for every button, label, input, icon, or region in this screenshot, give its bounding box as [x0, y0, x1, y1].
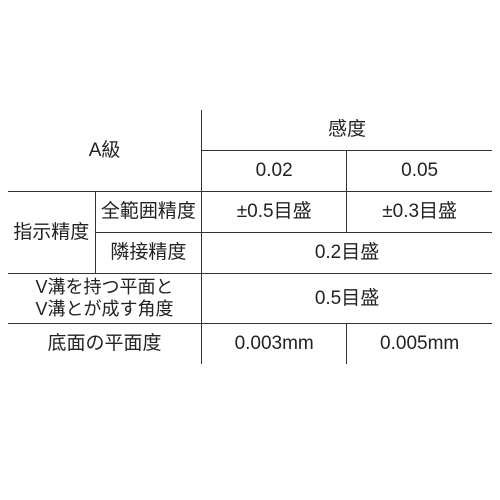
table-row: 底面の平面度 0.003mm 0.005mm	[8, 324, 492, 365]
flatness-label: 底面の平面度	[8, 324, 202, 365]
table-row: A級 感度	[8, 110, 492, 151]
vgroove-value: 0.5目盛	[202, 274, 492, 324]
spec-table: A級 感度 0.02 0.05 指示精度 全範囲精度 ±0.5目盛 ±0.3目盛…	[8, 110, 492, 364]
spec-table-container: A級 感度 0.02 0.05 指示精度 全範囲精度 ±0.5目盛 ±0.3目盛…	[0, 0, 500, 364]
flatness-value-1: 0.003mm	[202, 324, 347, 365]
full-range-value-2: ±0.3目盛	[347, 192, 492, 233]
vgroove-line1: V溝を持つ平面と	[36, 277, 174, 297]
sensitivity-header: 感度	[202, 110, 492, 151]
adjacent-label: 隣接精度	[95, 233, 201, 274]
table-row: 指示精度 全範囲精度 ±0.5目盛 ±0.3目盛	[8, 192, 492, 233]
sensitivity-col-2: 0.05	[347, 151, 492, 192]
sensitivity-col-1: 0.02	[202, 151, 347, 192]
full-range-value-1: ±0.5目盛	[202, 192, 347, 233]
indication-accuracy-label: 指示精度	[8, 192, 95, 274]
grade-header: A級	[8, 110, 202, 192]
vgroove-label: V溝を持つ平面と V溝とが成す角度	[8, 274, 202, 324]
adjacent-value: 0.2目盛	[202, 233, 492, 274]
full-range-label: 全範囲精度	[95, 192, 201, 233]
vgroove-line2: V溝とが成す角度	[36, 299, 174, 319]
flatness-value-2: 0.005mm	[347, 324, 492, 365]
table-row: V溝を持つ平面と V溝とが成す角度 0.5目盛	[8, 274, 492, 324]
